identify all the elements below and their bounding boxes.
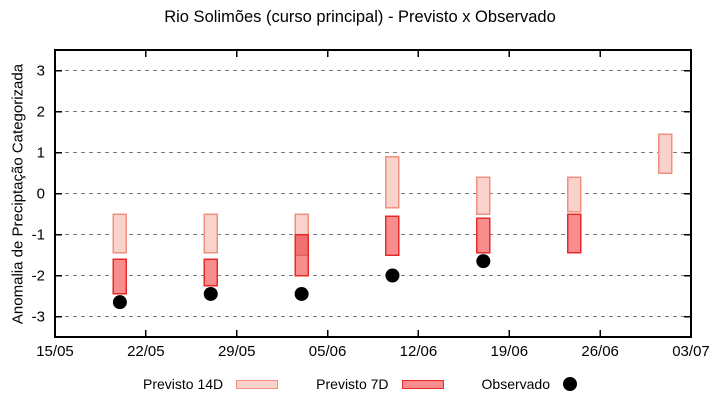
previsto-7d-bar-border <box>566 213 582 254</box>
y-tick-label: 1 <box>37 145 45 162</box>
x-tick-label: 03/07 <box>672 343 710 360</box>
y-tick-label: 3 <box>37 63 45 80</box>
legend-item-observado: Observado <box>482 376 577 392</box>
previsto-14d-bar <box>476 176 491 215</box>
y-tick-label: -1 <box>32 227 45 244</box>
legend-label-observado: Observado <box>481 376 550 392</box>
x-tick-label: 29/05 <box>218 343 256 360</box>
observado-point <box>294 286 309 301</box>
observado-point <box>476 254 491 269</box>
chart-title: Rio Solimões (curso principal) - Previst… <box>164 8 556 26</box>
previsto-14d-bar <box>566 176 582 213</box>
x-tick-label: 15/05 <box>36 343 74 360</box>
previsto-7d-bar-border <box>294 233 309 277</box>
legend: Previsto 14D Previsto 7D Observado <box>0 376 720 392</box>
observado-point <box>385 268 400 283</box>
previsto-14d-bar <box>112 213 128 254</box>
previsto-7d-bar <box>113 259 127 294</box>
x-tick-label: 05/06 <box>309 343 347 360</box>
x-tick-label: 19/06 <box>491 343 529 360</box>
previsto-7d-bar <box>476 218 490 253</box>
previsto-14d-bar <box>657 133 673 174</box>
x-tick-label: 12/06 <box>400 343 438 360</box>
forecast-overlap-segment <box>295 234 308 255</box>
x-tick-label: 22/05 <box>127 343 165 360</box>
previsto-7d-bar-border <box>476 217 491 254</box>
legend-label-previsto-14d: Previsto 14D <box>143 376 224 392</box>
observado-dot-icon <box>563 377 577 391</box>
previsto-7d-bar <box>204 259 218 286</box>
legend-item-previsto-7d: Previsto 7D <box>316 376 444 392</box>
previsto-14d-swatch-icon <box>236 379 279 389</box>
previsto-14d-bar <box>203 213 219 254</box>
y-tick-label: 2 <box>37 104 45 121</box>
y-tick-label: 0 <box>37 186 45 203</box>
y-tick-label: -2 <box>32 268 45 285</box>
previsto-7d-bar-border <box>112 258 128 295</box>
previsto-7d-bar-border <box>203 258 219 287</box>
y-tick-label: -3 <box>32 309 45 326</box>
previsto-7d-bar-border <box>385 215 400 256</box>
legend-label-previsto-7d: Previsto 7D <box>316 376 389 392</box>
previsto-7d-bar <box>567 214 581 253</box>
previsto-14d-bar <box>385 155 400 209</box>
previsto-7d-swatch-icon <box>401 379 444 389</box>
legend-item-previsto-14d: Previsto 14D <box>143 376 279 392</box>
observado-point <box>112 295 127 310</box>
observado-point <box>203 286 218 301</box>
previsto-7d-bar <box>385 216 399 255</box>
x-tick-label: 26/06 <box>581 343 619 360</box>
